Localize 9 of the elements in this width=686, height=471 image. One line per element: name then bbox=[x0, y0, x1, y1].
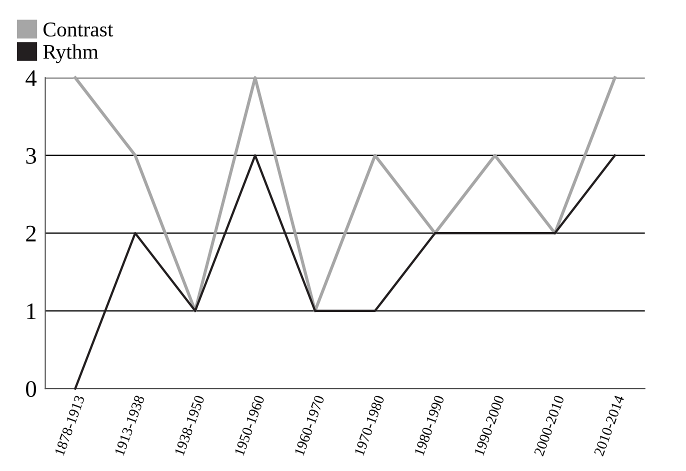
legend-label: Contrast bbox=[43, 22, 114, 37]
y-tick-label: 4 bbox=[26, 70, 37, 86]
y-tick-label: 3 bbox=[26, 148, 36, 164]
y-tick-label: 1 bbox=[27, 303, 36, 320]
line-series bbox=[74, 76, 616, 312]
line-series bbox=[74, 154, 616, 390]
legend-label: Rythm bbox=[43, 44, 98, 64]
y-tick-label: 0 bbox=[26, 381, 36, 397]
y-tick-label: 2 bbox=[26, 226, 36, 242]
